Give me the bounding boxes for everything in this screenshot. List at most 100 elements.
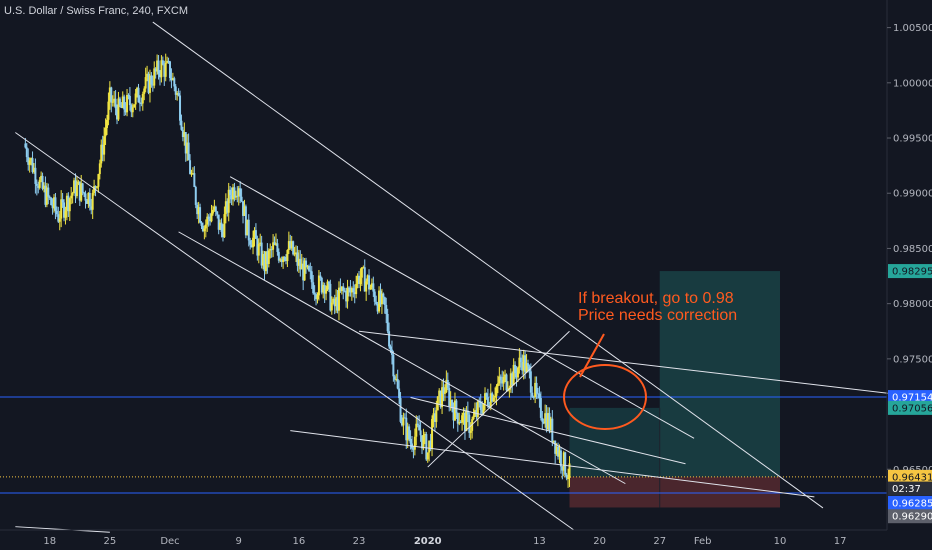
candle-body xyxy=(356,275,359,284)
candle-body xyxy=(449,400,452,407)
candle-body xyxy=(114,98,117,109)
candle-body xyxy=(68,198,71,212)
candle-body xyxy=(24,143,27,148)
candle-body xyxy=(37,185,40,188)
candle-body xyxy=(452,408,455,421)
candle-body xyxy=(164,62,167,77)
candle-body xyxy=(373,291,376,302)
candle-body xyxy=(292,241,295,255)
candle-body xyxy=(451,400,454,409)
candle-body xyxy=(253,230,256,238)
trend-line-2 xyxy=(229,176,695,439)
candle-body xyxy=(307,265,310,271)
candle-body xyxy=(358,275,361,285)
candle-body xyxy=(126,94,129,113)
candle-body xyxy=(244,206,247,236)
candle-body xyxy=(173,78,176,87)
candle-body xyxy=(242,201,245,216)
candle-body xyxy=(416,423,419,426)
candle-body xyxy=(435,410,438,422)
candle-body xyxy=(32,167,35,173)
candle-body xyxy=(431,418,434,449)
candle-body xyxy=(538,393,541,399)
candle-body xyxy=(166,61,169,63)
x-tick-label: 17 xyxy=(834,536,847,547)
candle-body xyxy=(147,73,150,93)
candle-body xyxy=(461,415,464,423)
candle-body xyxy=(73,180,76,194)
candle-body xyxy=(400,421,403,426)
candle-body xyxy=(98,163,101,175)
candle-body xyxy=(567,477,570,479)
candle-body xyxy=(28,160,31,165)
candle-body xyxy=(312,282,315,294)
candle-body xyxy=(396,378,399,389)
annotation-line-2: Price needs correction xyxy=(578,307,737,324)
candle-body xyxy=(55,210,58,215)
candle-body xyxy=(469,430,472,433)
candle-body xyxy=(347,287,350,289)
x-tick-label: 27 xyxy=(653,536,666,547)
candle-body xyxy=(529,371,532,393)
candle-body xyxy=(246,219,249,236)
candle-body xyxy=(81,183,84,193)
candle-body xyxy=(399,398,402,422)
candle-body xyxy=(350,288,353,293)
candle-body xyxy=(442,387,445,394)
candle-body xyxy=(156,60,159,72)
candle-body xyxy=(482,403,485,414)
candle-body xyxy=(386,314,389,332)
candle-body xyxy=(329,283,332,311)
candle-body xyxy=(512,364,515,386)
candle-body xyxy=(340,286,343,292)
candle-body xyxy=(181,129,184,137)
candle-body xyxy=(80,183,83,201)
candle-body xyxy=(438,390,441,397)
price-tag-label: 0.97154 xyxy=(892,393,932,404)
candle-body xyxy=(184,132,187,154)
price-tag-bg xyxy=(888,264,932,279)
candle-body xyxy=(217,214,220,230)
candle-body xyxy=(320,277,323,293)
candle-body xyxy=(141,93,144,104)
candle-body xyxy=(65,195,68,211)
candle-body xyxy=(544,413,547,424)
candle-body xyxy=(335,297,338,307)
candle-body xyxy=(216,211,219,215)
candle-body xyxy=(224,201,227,215)
candle-body xyxy=(210,213,213,222)
candle-body xyxy=(282,256,285,263)
candle-body xyxy=(516,367,519,378)
candle-body xyxy=(143,88,146,94)
candle-body xyxy=(534,382,537,397)
candle-body xyxy=(196,204,199,215)
candle-body xyxy=(58,218,61,222)
candle-body xyxy=(325,289,328,294)
candle-body xyxy=(448,387,451,407)
candle-body xyxy=(153,68,156,86)
x-tick-label: 9 xyxy=(236,536,242,547)
y-tick-label: 0.98500 xyxy=(893,244,932,255)
annotation-layer: If breakout, go to 0.98 Price needs corr… xyxy=(563,290,737,430)
candle-body xyxy=(453,400,456,421)
trade-stop-zone xyxy=(569,476,780,508)
candle-body xyxy=(71,193,74,196)
candle-body xyxy=(309,270,312,272)
candle-body xyxy=(128,95,131,106)
candle-body xyxy=(77,181,80,185)
candle-body xyxy=(296,252,299,266)
y-tick-label: 1.00500 xyxy=(893,23,932,34)
candle-body xyxy=(94,186,97,188)
candle-body xyxy=(382,293,385,298)
candle-body xyxy=(257,243,260,256)
x-tick-label: 10 xyxy=(774,536,787,547)
trend-line-1 xyxy=(152,21,824,509)
candle-body xyxy=(368,275,371,290)
x-tick-label: 23 xyxy=(353,536,366,547)
candle-body xyxy=(204,224,207,229)
candle-body xyxy=(134,93,137,105)
candle-layer xyxy=(24,53,571,488)
candle-body xyxy=(339,287,342,292)
candle-body xyxy=(495,386,498,396)
